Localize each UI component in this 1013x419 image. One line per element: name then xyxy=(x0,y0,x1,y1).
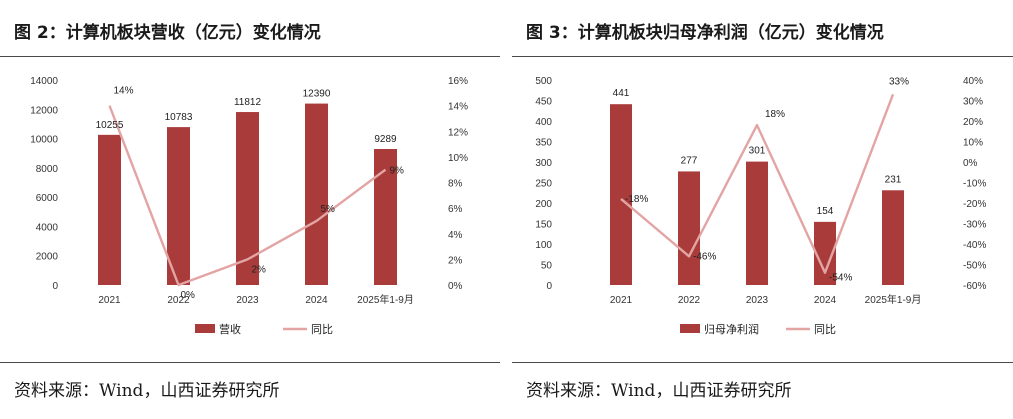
category-label: 2023 xyxy=(746,295,769,306)
line-data-label: -46% xyxy=(693,251,716,262)
right-axis-tick-label: 4% xyxy=(448,230,463,241)
left-axis-tick-label: 150 xyxy=(535,220,552,231)
figure-2-top-rule xyxy=(0,56,500,57)
right-axis-tick-label: 14% xyxy=(448,102,468,113)
growth-line xyxy=(108,105,387,287)
figure-2-bottom-rule xyxy=(0,362,500,363)
legend-bar-swatch xyxy=(680,324,700,333)
bar-data-label: 11812 xyxy=(234,97,262,108)
line-data-label: -18% xyxy=(625,194,648,205)
legend-line-label: 同比 xyxy=(311,323,333,336)
category-label: 2024 xyxy=(814,295,837,306)
bar-2021 xyxy=(610,104,632,285)
right-axis-tick-label: 0% xyxy=(963,158,978,169)
bar-data-label: 12390 xyxy=(303,89,331,100)
category-label: 2025年1-9月 xyxy=(357,293,414,306)
left-axis-tick-label: 2000 xyxy=(36,252,59,263)
right-axis-tick-label: 0% xyxy=(448,281,463,292)
left-axis-tick-label: 500 xyxy=(535,76,552,87)
bar-2025年1-9月 xyxy=(374,148,397,285)
right-axis-tick-label: 30% xyxy=(963,97,983,108)
right-axis-tick-label: 6% xyxy=(448,204,463,215)
left-axis-tick-label: 12000 xyxy=(30,105,58,116)
left-axis-tick-label: 4000 xyxy=(36,222,59,233)
figure-2-title: 图 2：计算机板块营收（亿元）变化情况 xyxy=(14,23,321,43)
legend-line-label: 同比 xyxy=(814,323,836,336)
left-axis-tick-label: 250 xyxy=(535,179,552,190)
line-data-label: 18% xyxy=(765,109,785,120)
left-axis-tick-label: 200 xyxy=(535,199,552,210)
bar-2022 xyxy=(167,127,190,285)
left-axis-tick-label: 50 xyxy=(541,261,553,272)
bar-2023 xyxy=(746,161,768,285)
bar-data-label: 10783 xyxy=(165,112,193,123)
left-axis-tick-label: 350 xyxy=(535,138,552,149)
right-axis-tick-label: -60% xyxy=(963,281,986,292)
left-axis-tick-label: 8000 xyxy=(36,164,59,175)
category-label: 2025年1-9月 xyxy=(865,293,922,306)
left-axis-tick-label: 10000 xyxy=(30,135,58,146)
right-axis-tick-label: 10% xyxy=(963,138,983,149)
growth-line xyxy=(620,93,895,274)
right-axis-tick-label: 40% xyxy=(963,76,983,87)
figure-3-bottom-rule xyxy=(512,362,1013,363)
left-axis-tick-label: 450 xyxy=(535,97,552,108)
category-label: 2022 xyxy=(167,295,190,306)
category-label: 2022 xyxy=(678,295,701,306)
line-data-label: 2% xyxy=(252,264,267,275)
right-axis-tick-label: -40% xyxy=(963,240,986,251)
left-axis-tick-label: 6000 xyxy=(36,193,59,204)
right-axis-tick-label: 2% xyxy=(448,255,463,266)
right-axis-tick-label: 10% xyxy=(448,153,468,164)
bar-2025年1-9月 xyxy=(882,190,904,285)
net-profit-chart: 0 50 100 150 200 250 300 350 400 450 500 -60% -50% -4… xyxy=(535,76,986,336)
right-axis-tick-label: 8% xyxy=(448,179,463,190)
figure-2-panel: 图 2：计算机板块营收（亿元）变化情况 0 2000 4000 6000 8000 100… xyxy=(0,0,500,419)
bar-2024 xyxy=(814,221,836,285)
category-label: 2021 xyxy=(610,295,633,306)
right-axis-tick-label: 12% xyxy=(448,127,468,138)
line-data-label: -54% xyxy=(829,273,852,284)
right-axis-tick-label: -30% xyxy=(963,220,986,231)
bar-data-label: 231 xyxy=(885,174,902,185)
line-data-label: 33% xyxy=(889,76,909,87)
left-axis-tick-label: 400 xyxy=(535,117,552,128)
bar-2021 xyxy=(98,134,121,285)
right-axis-tick-label: -10% xyxy=(963,179,986,190)
bar-2024 xyxy=(305,103,328,285)
category-label: 2024 xyxy=(305,295,328,306)
legend-bar-swatch xyxy=(195,324,215,333)
bar-data-label: 277 xyxy=(681,155,698,166)
category-label: 2021 xyxy=(98,295,121,306)
right-axis-tick-label: -20% xyxy=(963,199,986,210)
right-axis-tick-label: -50% xyxy=(963,261,986,272)
figure-3-top-rule xyxy=(512,56,1013,57)
figure-3-title: 图 3：计算机板块归母净利润（亿元）变化情况 xyxy=(526,23,884,43)
figure-3-panel: 图 3：计算机板块归母净利润（亿元）变化情况 0 50 100 150 200 250 30… xyxy=(512,0,1013,419)
legend-bar-label: 营收 xyxy=(219,322,241,336)
figure-2-source: 资料来源：Wind，山西证券研究所 xyxy=(14,381,280,401)
category-label: 2023 xyxy=(236,295,259,306)
right-axis-tick-label: 20% xyxy=(963,117,983,128)
right-axis-tick-label: 16% xyxy=(448,76,468,87)
bar-data-label: 441 xyxy=(613,88,630,99)
left-axis-tick-label: 0 xyxy=(546,281,552,292)
figure-3-source: 资料来源：Wind，山西证券研究所 xyxy=(526,381,792,401)
bar-data-label: 10255 xyxy=(96,120,124,131)
left-axis-tick-label: 14000 xyxy=(30,76,58,87)
revenue-chart: 0 2000 4000 6000 8000 10000 12000 14000 0% 2% 4% 6%… xyxy=(30,76,468,336)
line-data-label: 14% xyxy=(114,86,134,97)
left-axis-tick-label: 0 xyxy=(52,281,58,292)
bar-data-label: 301 xyxy=(749,146,766,157)
bar-data-label: 9289 xyxy=(374,134,397,145)
left-axis-tick-label: 300 xyxy=(535,158,552,169)
line-data-label: 5% xyxy=(321,204,336,215)
legend-bar-label: 归母净利润 xyxy=(704,322,759,336)
left-axis-tick-label: 100 xyxy=(535,240,552,251)
bar-2023 xyxy=(236,112,259,285)
line-data-label: 9% xyxy=(390,166,405,177)
line-data-label: 0% xyxy=(181,290,196,301)
bar-2022 xyxy=(678,171,700,285)
bar-data-label: 154 xyxy=(817,206,834,217)
